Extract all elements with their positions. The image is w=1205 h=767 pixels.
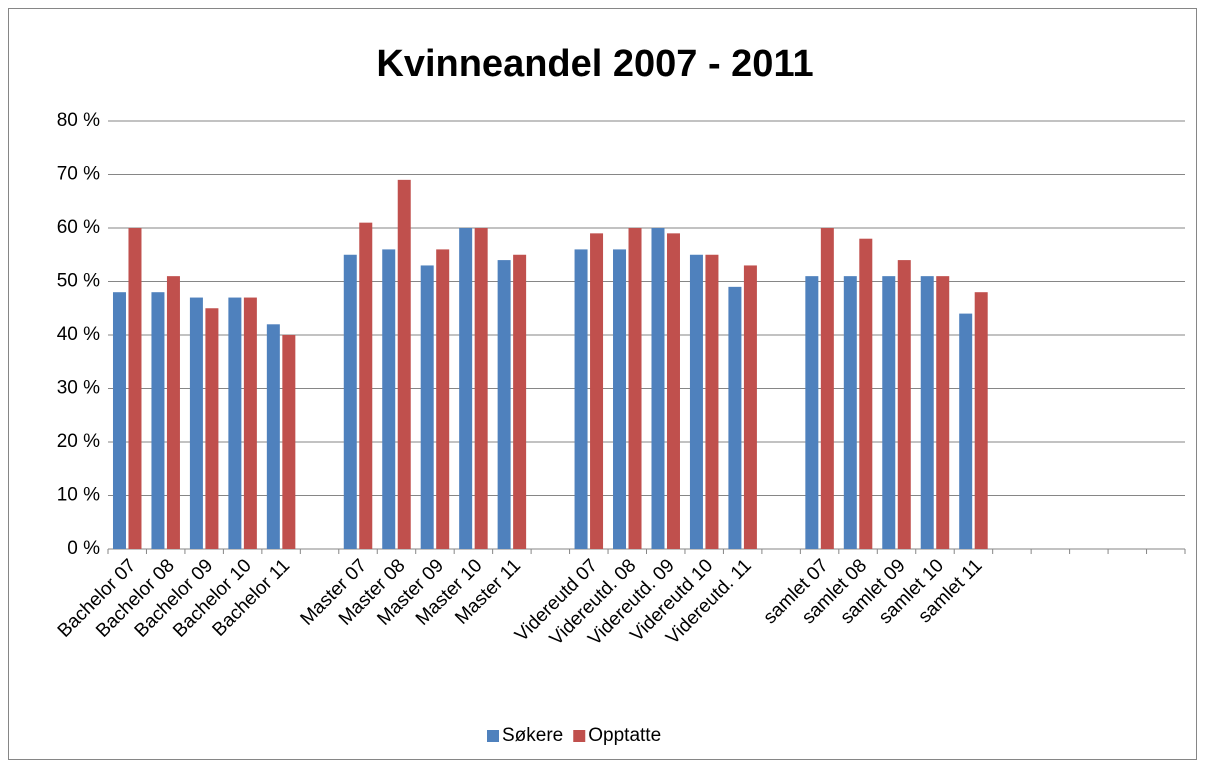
bar: [728, 286, 742, 549]
bar: [574, 249, 588, 549]
bar: [382, 249, 396, 549]
bar: [805, 276, 819, 549]
bar: [243, 297, 257, 549]
bar: [228, 297, 242, 549]
bar: [397, 179, 411, 549]
bar: [474, 228, 488, 549]
bar: [897, 260, 911, 549]
bar: [820, 228, 834, 549]
bar: [590, 233, 604, 549]
bar: [628, 228, 642, 549]
bar: [459, 228, 473, 549]
y-tick-label: 80 %: [57, 110, 100, 131]
bar: [882, 276, 896, 549]
legend-label: Søkere: [502, 725, 563, 746]
bar: [166, 276, 180, 549]
bar: [112, 292, 126, 549]
bar: [974, 292, 988, 549]
y-tick-label: 0 %: [67, 538, 100, 559]
bar: [282, 335, 296, 549]
bar: [843, 276, 857, 549]
bar: [666, 233, 680, 549]
y-tick-label: 60 %: [57, 217, 100, 238]
bar: [359, 222, 373, 549]
chart-title: Kvinneandel 2007 - 2011: [376, 43, 813, 85]
bar: [497, 260, 511, 549]
legend-label: Opptatte: [588, 725, 661, 746]
bar: [266, 324, 280, 549]
bar: [343, 254, 357, 549]
bar: [613, 249, 627, 549]
bar: [920, 276, 934, 549]
bar: [689, 254, 703, 549]
y-tick-label: 40 %: [57, 324, 100, 345]
bar: [959, 313, 973, 549]
bar: [513, 254, 527, 549]
y-tick-label: 30 %: [57, 378, 100, 399]
bar: [651, 228, 665, 549]
bar: [743, 265, 757, 549]
bar: [420, 265, 434, 549]
legend-swatch: [487, 730, 499, 742]
bar: [151, 292, 165, 549]
bar: [936, 276, 950, 549]
y-tick-label: 50 %: [57, 271, 100, 292]
y-tick-label: 10 %: [57, 485, 100, 506]
bar: [189, 297, 203, 549]
bar: [436, 249, 450, 549]
y-tick-label: 70 %: [57, 164, 100, 185]
y-tick-label: 20 %: [57, 431, 100, 452]
bar: [128, 228, 142, 549]
bar: [859, 238, 873, 549]
bar: [705, 254, 719, 549]
bar: [205, 308, 219, 549]
legend-swatch: [573, 730, 586, 742]
